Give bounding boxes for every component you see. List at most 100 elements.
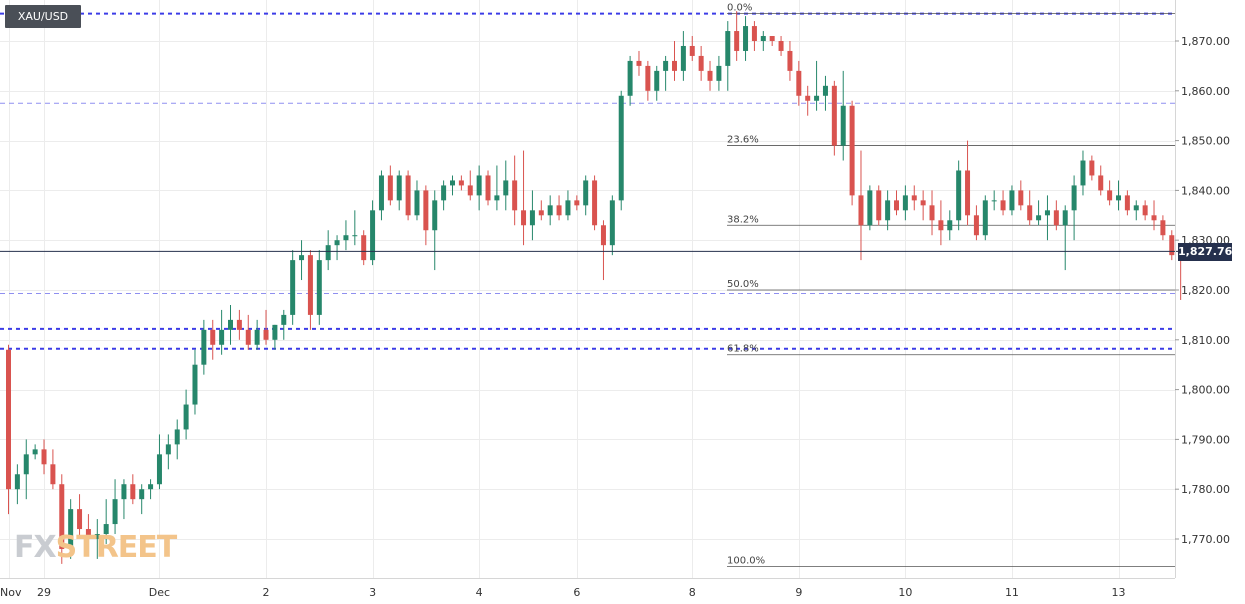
x-tick-label: 9	[795, 586, 802, 599]
candle-body	[192, 364, 198, 405]
candle-body	[1080, 160, 1086, 186]
fib-label: 23.6%	[727, 135, 759, 146]
candle-body	[32, 449, 38, 455]
x-tick-label: Dec	[149, 586, 170, 599]
candle-body	[965, 170, 971, 216]
candle-body	[672, 60, 677, 71]
candle-body	[769, 36, 775, 41]
candle-body	[201, 329, 207, 365]
candle-body	[1142, 205, 1148, 216]
candle-body	[743, 26, 749, 51]
candle-body	[272, 324, 278, 340]
fibonacci-levels: 0.0% 23.6% 38.2% 50.0% 61.8% 100.0%	[727, 3, 1175, 567]
y-axis: 1,770.00 1,780.00 1,790.00 1,800.00 1,810.00…	[1175, 35, 1230, 546]
x-tick-label: Nov	[0, 586, 22, 599]
candle-body	[956, 170, 962, 221]
candle-body	[423, 190, 429, 231]
candle-body	[698, 55, 704, 71]
candle-body	[50, 464, 56, 485]
candle-body	[307, 255, 313, 315]
candle-body	[236, 319, 242, 330]
candle-body	[1089, 160, 1095, 176]
candle-body	[618, 95, 624, 201]
candle-body	[796, 70, 802, 96]
candle-body	[929, 205, 935, 221]
candle-body	[1169, 235, 1175, 256]
candle-body	[130, 484, 136, 500]
candle-body	[254, 329, 260, 345]
y-tick-label: 1,840.00	[1181, 184, 1230, 197]
candle-body	[805, 95, 811, 101]
candle-body	[645, 65, 651, 91]
candle-body	[512, 180, 518, 211]
candle-body	[565, 200, 571, 216]
candles	[6, 11, 1184, 564]
y-tick-label: 1,810.00	[1181, 334, 1230, 347]
candle-body	[139, 489, 145, 500]
x-tick-label: 10	[898, 586, 912, 599]
candle-body	[538, 210, 544, 216]
candle-body	[751, 26, 757, 41]
candle-body	[94, 534, 100, 539]
x-tick-label: 2	[263, 586, 270, 599]
candle-body	[1000, 200, 1006, 211]
last-price-tag: 1,827.76	[1178, 243, 1232, 261]
fib-label: 38.2%	[727, 214, 759, 225]
x-tick-label: 13	[1112, 586, 1126, 599]
candle-body	[885, 200, 891, 221]
candle-body	[103, 524, 109, 535]
candle-body	[334, 240, 340, 246]
candle-body	[991, 200, 997, 202]
candle-body	[59, 484, 65, 549]
symbol-label[interactable]: XAU/USD	[5, 5, 81, 28]
candle-body	[458, 180, 464, 186]
candle-body	[467, 185, 473, 196]
candle-body	[938, 220, 944, 231]
fxstreet-logo: FXSTREET	[14, 530, 177, 565]
candle-body	[1151, 215, 1157, 221]
candle-body	[583, 180, 589, 206]
candle-body	[609, 200, 615, 246]
candle-body	[778, 41, 784, 51]
candle-body	[920, 200, 926, 206]
candle-body	[858, 195, 864, 226]
y-tick-label: 1,850.00	[1181, 135, 1230, 148]
candle-body	[450, 180, 455, 186]
candle-body	[183, 404, 189, 430]
candle-body	[707, 70, 713, 81]
candle-body	[547, 205, 553, 216]
candle-body	[245, 329, 251, 345]
candle-body	[982, 200, 988, 236]
candle-body	[405, 175, 411, 216]
candle-body	[1124, 195, 1130, 211]
candle-body	[556, 205, 562, 216]
candle-body	[1009, 190, 1015, 211]
candle-body	[680, 45, 686, 71]
candle-body	[494, 195, 500, 201]
candle-body	[228, 319, 233, 330]
candle-body	[902, 195, 908, 211]
candle-body	[689, 45, 695, 56]
candle-body	[121, 484, 127, 500]
candle-body	[325, 245, 331, 261]
fib-label: 100.0%	[727, 555, 765, 566]
fib-label: 61.8%	[727, 344, 759, 355]
x-tick-label: 6	[573, 586, 580, 599]
candle-body	[396, 175, 402, 201]
candle-body	[316, 260, 322, 315]
candle-body	[352, 235, 358, 237]
fib-label: 50.0%	[727, 279, 759, 290]
candle-body	[654, 70, 660, 91]
candle-body	[947, 220, 953, 231]
x-tick-label: 3	[369, 586, 376, 599]
candle-body	[1160, 220, 1166, 236]
candle-body	[1107, 190, 1113, 201]
candle-body	[1036, 215, 1042, 221]
y-tick-label: 1,800.00	[1181, 384, 1230, 397]
y-tick-label: 1,770.00	[1181, 533, 1230, 546]
candle-body	[378, 175, 384, 211]
candle-body	[600, 225, 606, 246]
y-tick-label: 1,790.00	[1181, 433, 1230, 446]
candle-body	[6, 349, 11, 490]
